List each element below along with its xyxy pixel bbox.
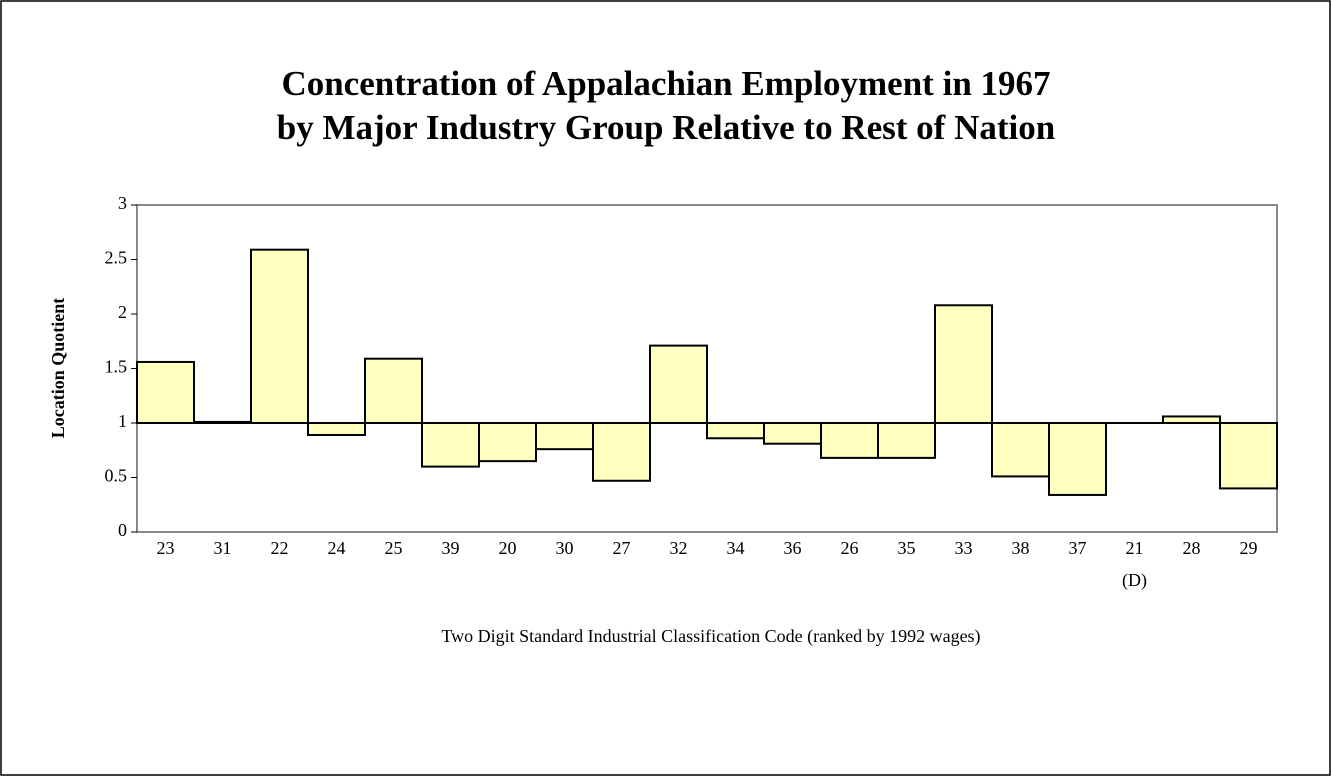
- bar: [136, 360, 195, 424]
- bar: [535, 422, 594, 451]
- y-tick-label: 1.5: [105, 357, 128, 377]
- y-tick-label: 0: [118, 520, 127, 540]
- bar: [250, 248, 309, 424]
- x-tick-label: 33: [955, 538, 973, 558]
- chart-title: by Major Industry Group Relative to Rest…: [277, 108, 1055, 147]
- bar: [421, 422, 480, 468]
- y-tick-label: 3: [118, 193, 127, 213]
- bar: [1048, 422, 1107, 496]
- bar: [364, 357, 423, 424]
- y-tick-label: 1: [118, 411, 127, 431]
- x-tick-label: 23: [157, 538, 175, 558]
- y-axis-label: Location Quotient: [48, 298, 68, 439]
- bar: [820, 422, 879, 459]
- x-tick-label: 25: [385, 538, 403, 558]
- bar: [649, 344, 708, 424]
- x-tick-label: 29: [1240, 538, 1258, 558]
- bar: [934, 304, 993, 424]
- bar: [763, 422, 822, 445]
- x-tick-label: 34: [727, 538, 745, 558]
- bar: [307, 422, 366, 436]
- chart-title: Concentration of Appalachian Employment …: [281, 64, 1050, 103]
- y-tick-label: 2.5: [105, 248, 128, 268]
- x-tick-note: (D): [1122, 570, 1147, 591]
- x-tick-label: 28: [1183, 538, 1201, 558]
- bar: [592, 422, 651, 482]
- x-tick-label: 36: [784, 538, 802, 558]
- bar: [991, 422, 1050, 478]
- bar: [877, 422, 936, 459]
- x-tick-label: 21: [1126, 538, 1144, 558]
- x-tick-label: 24: [328, 538, 346, 558]
- x-tick-label: 38: [1012, 538, 1030, 558]
- bar: [706, 422, 765, 440]
- y-tick-label: 0.5: [105, 466, 128, 486]
- y-tick-label: 2: [118, 302, 127, 322]
- x-tick-label: 35: [898, 538, 916, 558]
- x-tick-label: 26: [841, 538, 859, 558]
- x-tick-label: 39: [442, 538, 460, 558]
- bar: [478, 422, 537, 463]
- x-tick-label: 30: [556, 538, 574, 558]
- bar: [1219, 422, 1278, 490]
- x-tick-label: 32: [670, 538, 688, 558]
- x-tick-label: 31: [214, 538, 232, 558]
- x-tick-label: 20: [499, 538, 517, 558]
- x-tick-label: 27: [613, 538, 631, 558]
- x-axis-label: Two Digit Standard Industrial Classifica…: [441, 626, 980, 647]
- x-tick-label: 37: [1069, 538, 1087, 558]
- x-tick-label: 22: [271, 538, 289, 558]
